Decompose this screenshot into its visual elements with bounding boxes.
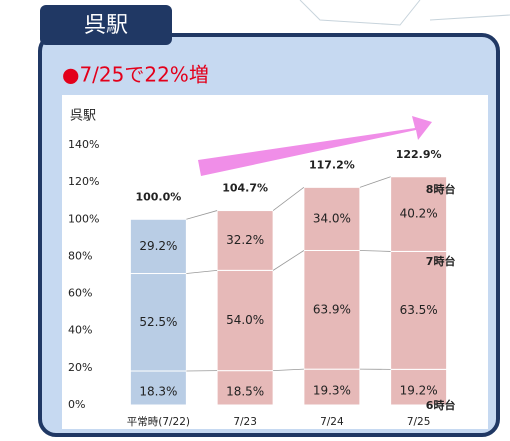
bar-segment: [129, 370, 187, 406]
bar-segment: [129, 218, 187, 275]
total-label: 100.0%: [135, 190, 181, 203]
bar-segment: [216, 269, 274, 372]
total-label: 117.2%: [309, 158, 355, 171]
bar-segment: [390, 176, 448, 252]
value-label: 54.0%: [226, 313, 264, 327]
y-tick-label: 60%: [68, 287, 92, 300]
bar-segment: [129, 273, 187, 372]
value-label: 32.2%: [226, 233, 264, 247]
y-tick-label: 100%: [68, 212, 99, 225]
y-tick-label: 40%: [68, 324, 92, 337]
bar-segment: [303, 186, 361, 251]
bar-segment: [303, 249, 361, 370]
value-label: 19.3%: [313, 384, 351, 398]
tab: [40, 5, 172, 45]
connector: [186, 210, 218, 220]
map-fragment: [299, 0, 510, 26]
x-tick-label: 7/23: [233, 416, 257, 428]
x-tick-label: 7/24: [320, 416, 344, 428]
trend-arrow: [198, 116, 432, 176]
value-label: 29.2%: [139, 239, 177, 253]
headline: ●7/25で22%増: [62, 63, 209, 87]
connector: [272, 187, 305, 211]
connector: [272, 250, 305, 271]
value-label: 18.5%: [226, 384, 264, 398]
bar-segment: [303, 368, 361, 406]
y-tick-label: 140%: [68, 138, 99, 151]
y-tick-label: 0%: [68, 398, 85, 411]
y-tick-label: 80%: [68, 249, 92, 262]
chart-label: 呉駅: [70, 109, 96, 124]
tab-title: 呉駅: [84, 13, 128, 38]
y-tick-label: 20%: [68, 361, 92, 374]
x-tick-label: 平常時(7/22): [127, 415, 190, 428]
connector: [359, 250, 391, 252]
total-label: 104.7%: [222, 182, 268, 195]
series-label: 8時台: [426, 182, 456, 196]
y-tick-label: 120%: [68, 175, 99, 188]
value-label: 40.2%: [400, 207, 438, 221]
value-label: 34.0%: [313, 211, 351, 225]
value-label: 63.9%: [313, 302, 351, 316]
value-label: 18.3%: [139, 385, 177, 399]
value-label: 52.5%: [139, 315, 177, 329]
x-tick-label: 7/25: [407, 416, 431, 428]
connector: [186, 269, 218, 274]
bar-segment: [216, 210, 274, 271]
bar-segment: [390, 250, 448, 370]
total-label: 122.9%: [396, 148, 442, 161]
series-label: 6時台: [426, 398, 456, 412]
value-label: 63.5%: [400, 303, 438, 317]
connector: [359, 176, 391, 188]
connector: [273, 368, 304, 372]
series-label: 7時台: [426, 254, 456, 268]
value-label: 19.2%: [400, 384, 438, 398]
